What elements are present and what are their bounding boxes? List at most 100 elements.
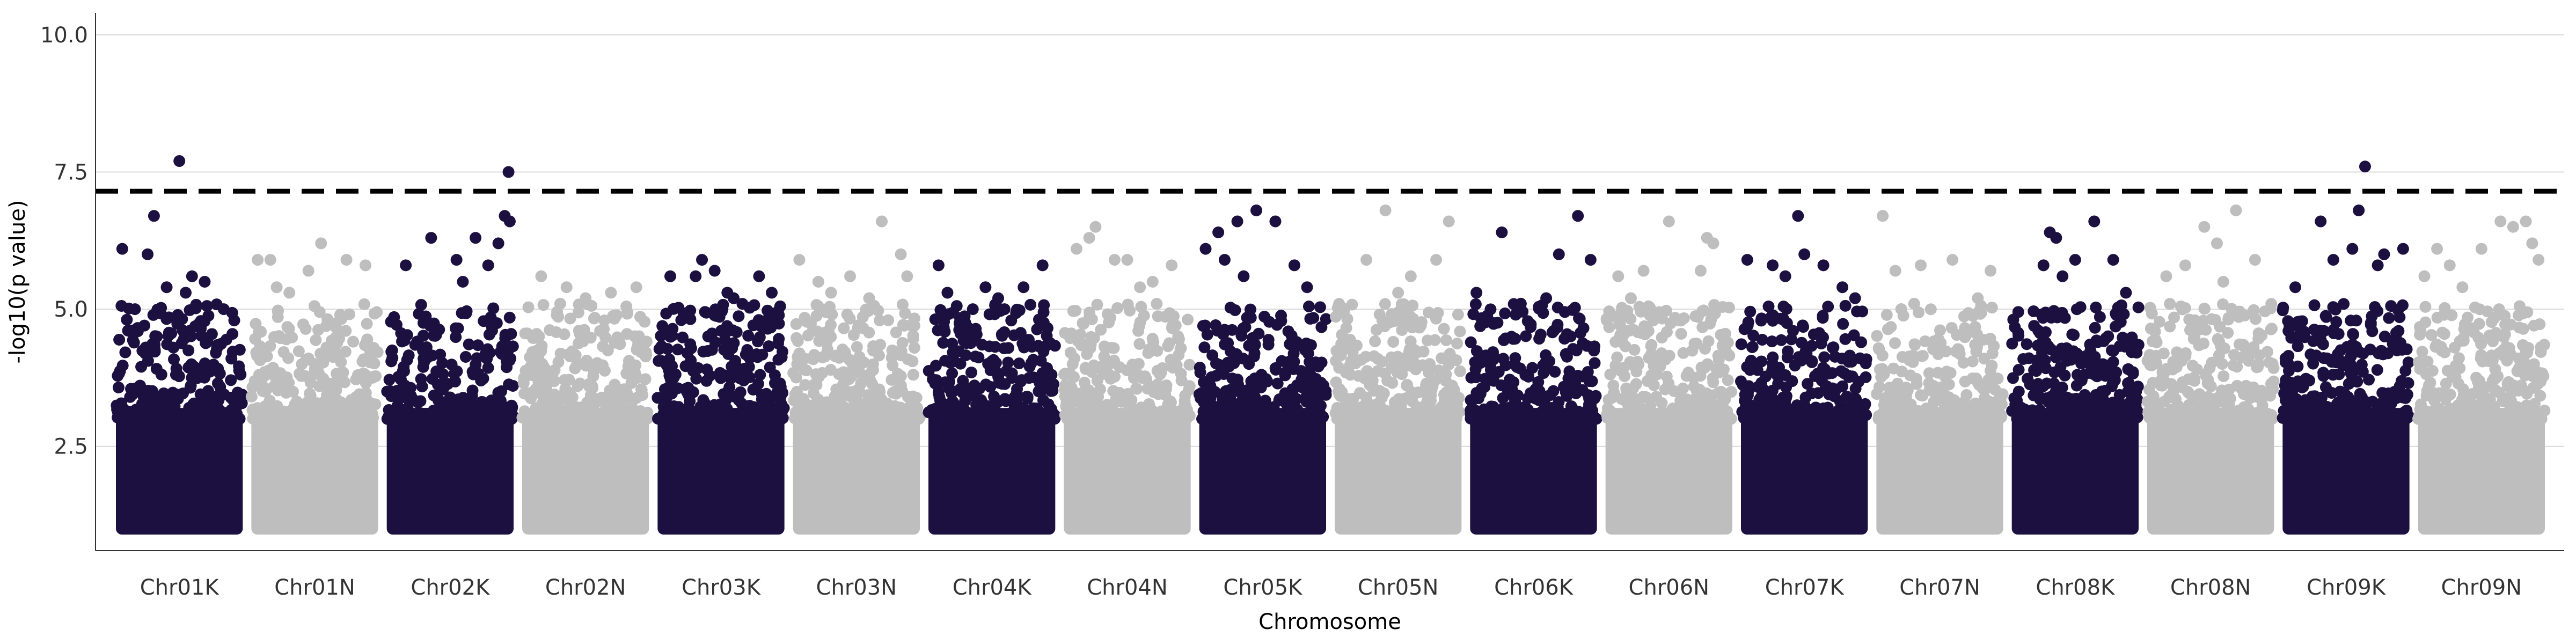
snp-point	[1415, 411, 1427, 423]
snp-point	[2115, 299, 2127, 311]
snp-point	[960, 349, 972, 361]
snp-point	[636, 389, 649, 401]
snp-point	[2307, 357, 2319, 370]
snp-point	[1162, 340, 1174, 353]
snp-peak-point	[217, 303, 230, 316]
snp-point	[873, 383, 885, 396]
snp-point	[1315, 356, 1328, 369]
snp-point	[1477, 408, 1490, 421]
snp-point	[235, 368, 247, 380]
snp-point	[946, 367, 958, 379]
snp-point	[128, 383, 140, 395]
snp-point	[1777, 391, 1789, 404]
snp-point	[1660, 304, 1672, 317]
snp-point	[1920, 406, 1932, 419]
snp-peak-point	[708, 265, 721, 277]
snp-point	[2426, 364, 2439, 377]
snp-point	[1144, 400, 1156, 413]
snp-point	[2379, 331, 2391, 343]
snp-peak-point	[728, 292, 740, 304]
snp-point	[1454, 325, 1466, 338]
x-tick-label: Chr09K	[2307, 575, 2387, 600]
snp-point	[882, 314, 895, 326]
snp-peak-point	[1624, 292, 1637, 304]
snp-point	[937, 336, 949, 349]
snp-peak-point	[1269, 215, 1282, 228]
snp-point	[2186, 360, 2199, 372]
chromosome-points	[2141, 204, 2280, 535]
snp-point	[1246, 332, 1258, 344]
snp-peak-point	[142, 248, 154, 260]
snp-point	[2145, 323, 2157, 335]
snp-point	[282, 352, 295, 364]
snp-point	[2342, 405, 2354, 418]
snp-point	[2231, 361, 2243, 373]
snp-point	[1708, 299, 1721, 311]
chromosome-points	[652, 254, 790, 535]
snp-point	[2530, 412, 2543, 424]
snp-point	[2202, 374, 2214, 386]
snp-point	[1392, 306, 1404, 318]
snp-point	[2248, 411, 2260, 423]
snp-point	[1002, 342, 1014, 354]
snp-point	[774, 383, 786, 396]
snp-point	[1174, 342, 1187, 355]
snp-point	[576, 401, 589, 413]
snp-peak-point	[992, 292, 1004, 304]
snp-peak-point	[1250, 204, 1263, 217]
snp-point	[2418, 409, 2430, 421]
x-axis-title: Chromosome	[1258, 610, 1401, 634]
snp-point	[1694, 400, 1707, 412]
snp-point	[775, 398, 788, 411]
snp-point	[460, 307, 472, 319]
snp-peak-point	[1637, 265, 1650, 277]
snp-point	[2219, 413, 2231, 425]
snp-point	[128, 336, 140, 349]
snp-point	[145, 413, 157, 425]
snp-point	[1196, 413, 1209, 425]
snp-point	[2122, 363, 2134, 375]
snp-point	[559, 383, 572, 395]
snp-point	[895, 345, 908, 357]
snp-peak-point	[2475, 243, 2487, 255]
snp-point	[1451, 338, 1463, 350]
snp-point	[2157, 347, 2170, 360]
snp-point	[1896, 350, 1908, 363]
snp-point	[112, 382, 125, 394]
snp-point	[1405, 386, 1417, 398]
x-tick-label: Chr06N	[1629, 575, 1710, 600]
snp-point	[970, 399, 983, 411]
snp-point	[960, 406, 972, 419]
snp-point	[1302, 347, 1314, 360]
snp-point	[1755, 312, 1768, 325]
snp-point	[563, 374, 575, 386]
snp-point	[1980, 379, 1992, 391]
snp-point	[2355, 358, 2368, 371]
snp-peak-point	[1514, 297, 1527, 310]
snp-point	[1000, 395, 1012, 407]
snp-point	[954, 327, 967, 340]
snp-point	[494, 346, 507, 358]
snp-point	[1454, 365, 1466, 377]
snp-point	[1266, 412, 1278, 424]
snp-point	[1489, 412, 1501, 425]
snp-point	[1183, 358, 1196, 371]
snp-point	[2266, 323, 2278, 335]
snp-point	[902, 353, 914, 365]
snp-point	[2265, 298, 2278, 310]
snp-point	[2497, 349, 2509, 362]
snp-point	[823, 301, 836, 313]
snp-point	[664, 331, 677, 343]
snp-point	[1393, 393, 1405, 405]
snp-peak-point	[1166, 259, 1178, 272]
snp-point	[2347, 328, 2359, 340]
snp-point	[1552, 404, 1564, 416]
snp-point	[1331, 401, 1343, 414]
snp-point	[2300, 372, 2312, 385]
snp-point	[1067, 305, 1079, 317]
snp-point	[798, 401, 810, 414]
snp-point	[2150, 336, 2163, 348]
snp-point	[507, 340, 519, 353]
snp-point	[268, 331, 280, 343]
snp-point	[1762, 301, 1775, 313]
